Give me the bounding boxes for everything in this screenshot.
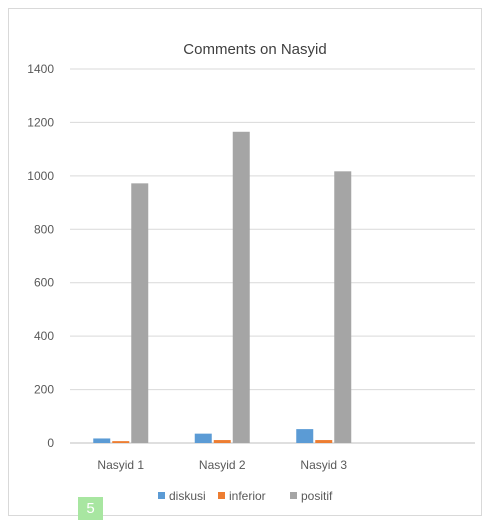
chart-title: Comments on Nasyid <box>183 41 326 58</box>
x-category-label: Nasyid 2 <box>199 458 246 472</box>
y-tick-label: 200 <box>34 383 54 397</box>
y-tick-label: 400 <box>34 329 54 343</box>
y-tick-label: 600 <box>34 276 54 290</box>
y-axis-ticks: 0 200 400 600 800 1000 1200 1400 <box>27 62 54 450</box>
y-tick-label: 0 <box>47 436 54 450</box>
legend-label-inferior: inferior <box>229 489 266 503</box>
y-tick-label: 800 <box>34 222 54 236</box>
bar-diskusi-1 <box>93 438 111 443</box>
bar-inferior-1 <box>112 441 130 443</box>
y-tick-label: 1000 <box>27 169 54 183</box>
bar-inferior-2 <box>213 440 231 443</box>
legend: diskusi inferior positif <box>158 489 333 503</box>
bar-inferior-3 <box>315 440 333 443</box>
legend-label-diskusi: diskusi <box>169 489 206 503</box>
bars <box>93 131 352 443</box>
bar-diskusi-3 <box>296 429 314 443</box>
slide-number-badge: 5 <box>78 497 103 520</box>
x-category-label: Nasyid 3 <box>300 458 347 472</box>
bar-positif-3 <box>334 171 352 443</box>
y-tick-label: 1400 <box>27 62 54 76</box>
x-axis-labels: Nasyid 1 Nasyid 2 Nasyid 3 <box>97 458 347 472</box>
bar-diskusi-2 <box>194 433 212 443</box>
y-tick-label: 1200 <box>27 115 54 129</box>
legend-label-positif: positif <box>301 489 333 503</box>
x-category-label: Nasyid 1 <box>97 458 144 472</box>
legend-swatch-positif <box>290 492 297 499</box>
gridlines <box>70 68 475 444</box>
bar-positif-1 <box>131 183 149 443</box>
bar-positif-2 <box>232 131 250 443</box>
legend-swatch-inferior <box>218 492 225 499</box>
legend-swatch-diskusi <box>158 492 165 499</box>
